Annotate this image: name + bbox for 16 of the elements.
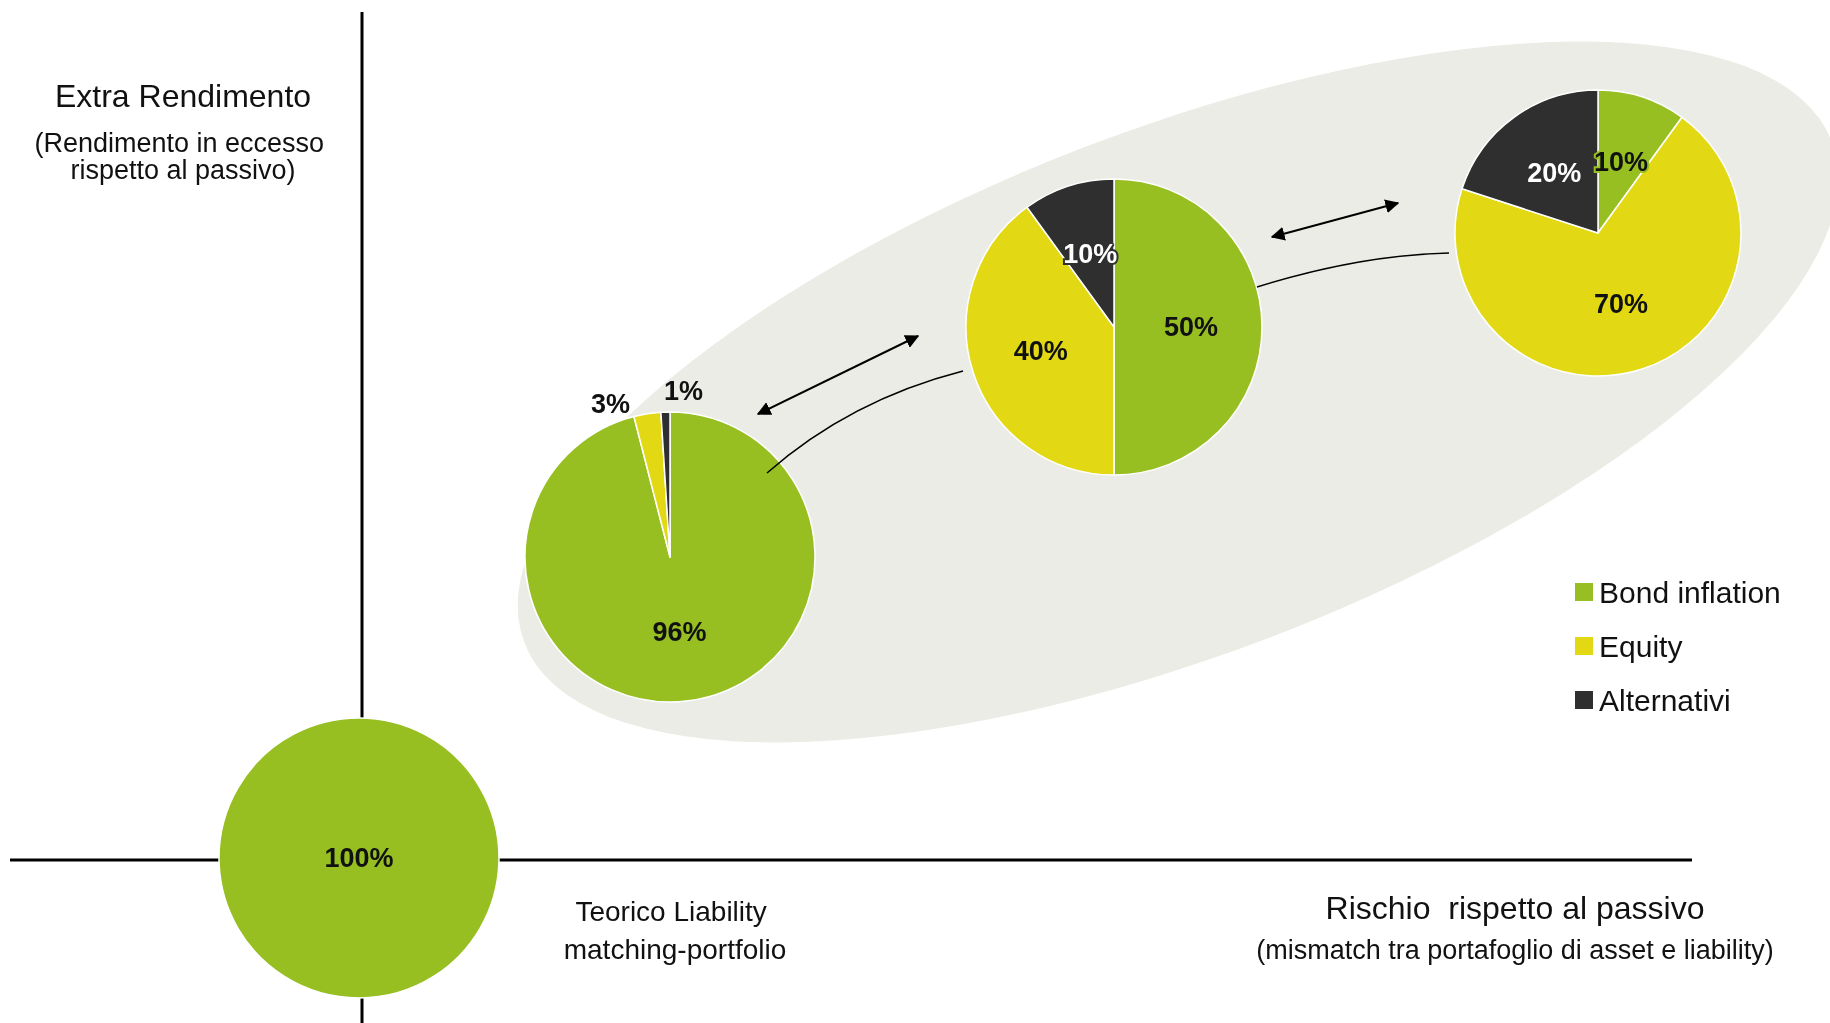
data-label: 3% [590,388,630,419]
text: Extra Rendimento [54,78,312,114]
data-label: 70% [1594,288,1649,319]
legend-label: Bond inflation [1599,575,1781,609]
data-label: 20% [1527,157,1582,188]
text: Rischio rispetto al passivo [1325,890,1705,926]
text: (Rendimento in eccesso rispetto al passivo) [34,127,332,185]
data-label: 1% [663,376,703,407]
legend-label: Alternativi [1599,683,1731,717]
data-label: 40% [1013,335,1068,366]
legend-label: Equity [1599,629,1683,663]
data-label: 50% [1163,312,1219,342]
text: (mismatch tra portafoglio di asset e liability) [1256,935,1774,965]
data-label: 100% [324,843,394,873]
data-label: 96% [652,616,707,647]
text: Teorico Liability matching-portfolio [563,895,787,965]
